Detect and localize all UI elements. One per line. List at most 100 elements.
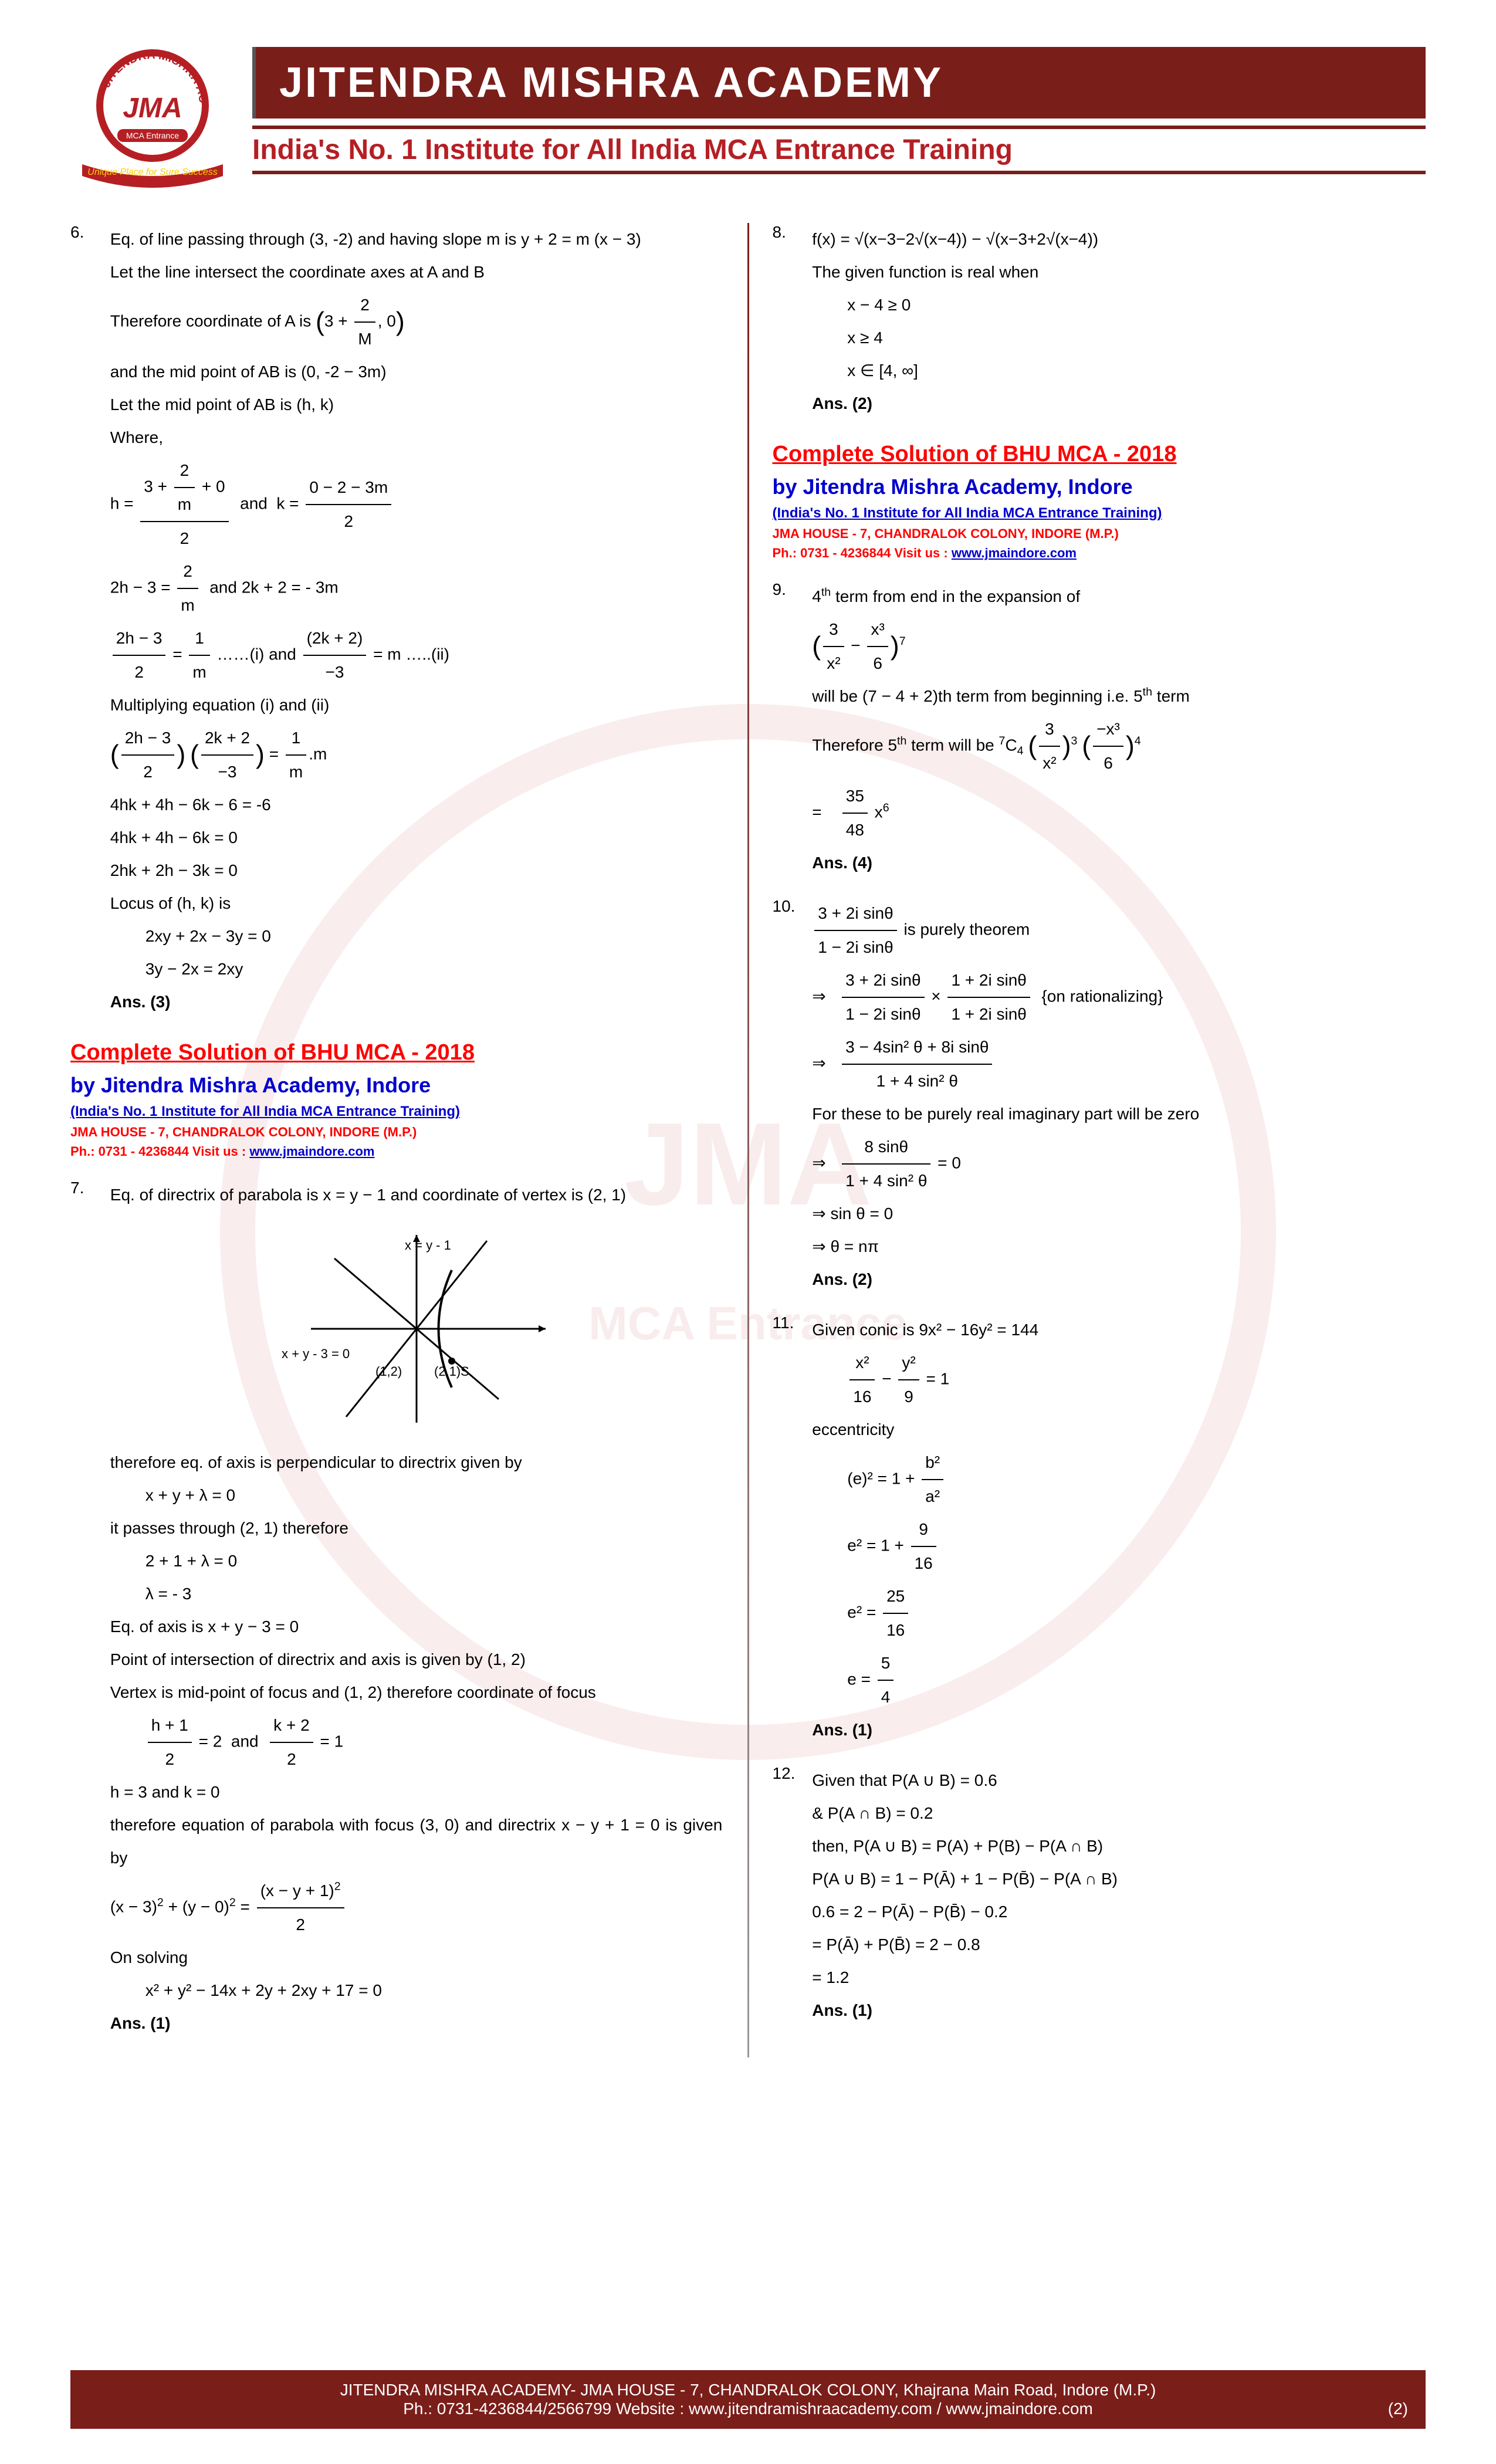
q9-text: th <box>1143 686 1152 699</box>
graph-label: S <box>461 1364 469 1379</box>
q7-text: therefore equation of parabola with focu… <box>110 1809 723 1874</box>
q6-text: Locus of (h, k) is <box>110 887 723 920</box>
question-9: 9. 4th term from end in the expansion of… <box>773 580 1426 879</box>
q7-answer: Ans. (1) <box>110 2007 723 2040</box>
footer-contact: Ph.: 0731-4236844/2566799 Website : www.… <box>88 2399 1408 2418</box>
q6-text: Therefore coordinate of A is <box>110 312 316 330</box>
promo-subtitle: by Jitendra Mishra Academy, Indore <box>70 1069 724 1101</box>
q9-eq: (3x² − x³6)7 <box>812 613 1424 680</box>
q12-number: 12. <box>773 1764 808 1783</box>
right-column: 8. f(x) = √(x−3−2√(x−4)) − √(x−3+2√(x−4)… <box>773 223 1426 2057</box>
q10-text: For these to be purely real imaginary pa… <box>812 1098 1424 1131</box>
page-container: JMAMCA Entrance JITENDRA MISHRA ACADEMY … <box>0 0 1496 2464</box>
q11-text: Given conic is 9x² − 16y² = 144 <box>812 1314 1424 1346</box>
q10-eq: 3 + 2i sinθ1 − 2i sinθ is purely theorem <box>812 897 1424 964</box>
q9-eq: = 3548 x6 <box>812 780 1424 847</box>
q10-number: 10. <box>773 897 808 916</box>
question-11: 11. Given conic is 9x² − 16y² = 144 x²16… <box>773 1314 1426 1747</box>
q9-text: will be (7 − 4 + 2)th term from beginnin… <box>812 680 1424 713</box>
q7-text: it passes through (2, 1) therefore <box>110 1512 723 1545</box>
q9-text: term from end in the expansion of <box>831 587 1080 605</box>
q6-answer: Ans. (3) <box>110 986 723 1018</box>
q6-eq: 2h − 32 = 1m ……(i) and (2k + 2)−3 = m ….… <box>110 622 723 689</box>
question-12: 12. Given that P(A ∪ B) = 0.6 & P(A ∩ B)… <box>773 1764 1426 2027</box>
q10-text: {on rationalizing} <box>1041 987 1163 1005</box>
q11-eq: (e)² = 1 + b²a² <box>847 1446 1424 1513</box>
question-10: 10. 3 + 2i sinθ1 − 2i sinθ is purely the… <box>773 897 1426 1296</box>
graph-label: (2,1) <box>434 1364 461 1379</box>
promo-title: Complete Solution of BHU MCA - 2018 <box>70 1036 724 1069</box>
q12-text: 0.6 = 2 − P(Ā) − P(B̄) − 0.2 <box>812 1896 1424 1928</box>
promo-link[interactable]: www.jmaindore.com <box>952 546 1077 560</box>
q6-text: 3y − 2x = 2xy <box>145 953 723 986</box>
q11-number: 11. <box>773 1314 808 1332</box>
promo-address: JMA HOUSE - 7, CHANDRALOK COLONY, INDORE… <box>773 524 1426 543</box>
q7-eq: (x − 3)2 + (y − 0)2 = (x − y + 1)22 <box>110 1874 723 1941</box>
q12-text: = P(Ā) + P(B̄) = 2 − 0.8 <box>812 1928 1424 1961</box>
q10-text: ⇒ θ = nπ <box>812 1230 1424 1263</box>
promo-contact: Ph.: 0731 - 4236844 Visit us : www.jmain… <box>773 543 1426 563</box>
q10-eq: ⇒ 3 − 4sin² θ + 8i sinθ1 + 4 sin² θ <box>812 1031 1424 1098</box>
promo-contact: Ph.: 0731 - 4236844 Visit us : www.jmain… <box>70 1142 724 1161</box>
svg-text:Unique Place for Sure Success: Unique Place for Sure Success <box>87 167 217 177</box>
q9-text: th <box>897 735 906 747</box>
q6-text: 2xy + 2x − 3y = 0 <box>145 920 723 953</box>
q8-answer: Ans. (2) <box>812 387 1424 420</box>
q9-text: Therefore 5 <box>812 736 897 754</box>
q6-text: 4hk + 4h − 6k − 6 = -6 <box>110 788 723 821</box>
q6-text: and the mid point of AB is (0, -2 − 3m) <box>110 356 723 388</box>
q8-text: f(x) = √(x−3−2√(x−4)) − √(x−3+2√(x−4)) <box>812 223 1424 256</box>
q12-text: then, P(A ∪ B) = P(A) + P(B) − P(A ∩ B) <box>812 1830 1424 1863</box>
svg-text:JMA: JMA <box>123 93 182 124</box>
header-sub-title: India's No. 1 Institute for All India MC… <box>252 126 1426 174</box>
q7-text: Eq. of directrix of parabola is x = y − … <box>110 1179 723 1211</box>
q6-number: 6. <box>70 223 106 242</box>
q10-answer: Ans. (2) <box>812 1263 1424 1296</box>
q12-text: Given that P(A ∪ B) = 0.6 <box>812 1764 1424 1797</box>
q10-eq: ⇒ 3 + 2i sinθ1 − 2i sinθ × 1 + 2i sinθ1 … <box>812 964 1424 1031</box>
q7-text: Point of intersection of directrix and a… <box>110 1643 723 1676</box>
promo-phone: Ph.: 0731 - 4236844 Visit us : <box>773 546 952 560</box>
q11-eq: e = 54 <box>847 1647 1424 1714</box>
promo-link[interactable]: www.jmaindore.com <box>249 1144 374 1159</box>
page-number: (2) <box>1388 2399 1408 2418</box>
q7-number: 7. <box>70 1179 106 1197</box>
question-7: 7. Eq. of directrix of parabola is x = y… <box>70 1179 724 2040</box>
graph-label: x + y - 3 = 0 <box>282 1346 350 1361</box>
promo-tagline: (India's No. 1 Institute for All India M… <box>773 503 1426 524</box>
q12-text: P(A ∪ B) = 1 − P(Ā) + 1 − P(B̄) − P(A ∩ … <box>812 1863 1424 1896</box>
q6-text: 4hk + 4h − 6k = 0 <box>110 821 723 854</box>
q6-text: Therefore coordinate of A is (3 + 2M, 0) <box>110 289 723 356</box>
q11-text: eccentricity <box>812 1413 1424 1446</box>
q9-text: term <box>1152 687 1190 705</box>
column-divider <box>747 223 749 2057</box>
q7-text: h = 3 and k = 0 <box>110 1776 723 1809</box>
q9-text: Therefore 5th term will be 7C4 (3x²)3 (−… <box>812 713 1424 780</box>
promo-tagline: (India's No. 1 Institute for All India M… <box>70 1101 724 1122</box>
page-footer: JITENDRA MISHRA ACADEMY- JMA HOUSE - 7, … <box>70 2370 1426 2429</box>
q11-eq: e² = 2516 <box>847 1580 1424 1647</box>
q11-eq: x²16 − y²9 = 1 <box>847 1346 1424 1413</box>
q11-answer: Ans. (1) <box>812 1714 1424 1747</box>
q7-text: therefore eq. of axis is perpendicular t… <box>110 1446 723 1479</box>
promo-block: Complete Solution of BHU MCA - 2018 by J… <box>70 1036 724 1161</box>
q7-text: 2 + 1 + λ = 0 <box>145 1545 723 1578</box>
q8-text: x ≥ 4 <box>847 321 1424 354</box>
q7-text: On solving <box>110 1941 723 1974</box>
q9-text: will be (7 − 4 + 2)th term from beginnin… <box>812 687 1142 705</box>
page-header: JITENDRA MISHRA ACADEMY JMA MCA Entrance… <box>70 47 1426 188</box>
q9-text: th <box>821 586 831 599</box>
promo-phone: Ph.: 0731 - 4236844 Visit us : <box>70 1144 249 1159</box>
graph-label: x = y - 1 <box>405 1238 451 1253</box>
q7-text: Eq. of axis is x + y − 3 = 0 <box>110 1610 723 1643</box>
q6-text: Multiplying equation (i) and (ii) <box>110 689 723 722</box>
q9-answer: Ans. (4) <box>812 847 1424 879</box>
q10-text: ⇒ sin θ = 0 <box>812 1197 1424 1230</box>
q8-number: 8. <box>773 223 808 242</box>
question-6: 6. Eq. of line passing through (3, -2) a… <box>70 223 724 1018</box>
q6-text: Let the line intersect the coordinate ax… <box>110 256 723 289</box>
q6-text: Where, <box>110 421 723 454</box>
graph-label: (1,2) <box>375 1364 402 1379</box>
q12-answer: Ans. (1) <box>812 1994 1424 2027</box>
q12-text: = 1.2 <box>812 1961 1424 1994</box>
